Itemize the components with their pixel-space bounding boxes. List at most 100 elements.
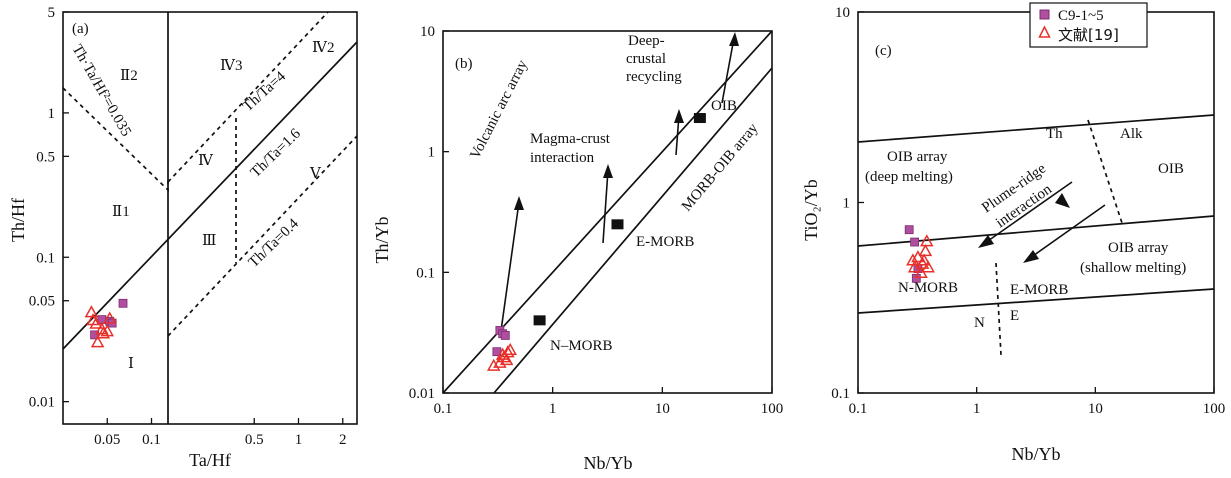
panel-a: (a) Ⅱ2 Ⅳ3 Ⅳ2 Ⅳ Ⅴ Ⅲ Ⅱ1 Ⅰ Th·Ta/Hf²=0.035 … xyxy=(8,5,358,470)
panel-c-n-e-divider xyxy=(995,262,1002,356)
sample-point xyxy=(911,273,921,283)
panel-c: (c) Th Alk OIB array (deep melting) Plum… xyxy=(801,2,1225,464)
panel-c-xlabel: Nb/Yb xyxy=(1012,444,1061,464)
panel-b-label: (b) xyxy=(455,56,473,72)
panel-a-line-th-ta-4 xyxy=(167,11,329,183)
panel-c-annot-e: E xyxy=(1010,308,1019,324)
panel-c-ylabel: TiO₂/Yb xyxy=(801,179,821,241)
panel-b-annot-n-morb: N–MORB xyxy=(550,338,613,354)
panel-c-arrow-plume-left xyxy=(984,181,1073,244)
y-tick-label: 1 xyxy=(48,106,56,122)
panel-a-region-II2: Ⅱ2 xyxy=(120,68,138,84)
panel-a-region-II1: Ⅱ1 xyxy=(112,204,130,220)
sample-point xyxy=(904,225,914,235)
y-tick-label: 0.1 xyxy=(831,386,850,402)
legend-sample-marker xyxy=(1039,9,1050,20)
literature-point xyxy=(89,316,103,329)
panel-a-line-thta-hf2 xyxy=(62,87,169,193)
legend-literature-label: 文献[19] xyxy=(1058,26,1119,44)
panel-c-th-alk-divider xyxy=(1087,119,1124,227)
panel-b-annot-interaction: interaction xyxy=(530,150,595,166)
panel-c-annot-shallow-melting: (shallow melting) xyxy=(1080,260,1186,276)
panel-a-region-IV3: Ⅳ3 xyxy=(220,58,243,74)
literature-point xyxy=(495,347,510,360)
panel-c-annot-th: Th xyxy=(1046,126,1063,142)
panel-c-annot-oib: OIB xyxy=(1158,161,1184,177)
x-tick-label: 0.1 xyxy=(142,432,161,448)
y-tick-label: 0.05 xyxy=(29,294,55,310)
literature-point xyxy=(918,243,933,257)
x-tick-label: 10 xyxy=(1088,401,1103,417)
literature-point xyxy=(100,324,115,337)
panel-b-arrow-magma-crust xyxy=(602,169,609,244)
literature-point xyxy=(102,311,117,324)
panel-c-arrowhead-shallow xyxy=(1023,250,1039,263)
reference-point-n-morb xyxy=(533,315,546,326)
panel-a-line-th-ta-0.4 xyxy=(167,135,358,337)
panel-c-annot-oib-array-shallow: OIB array xyxy=(1108,240,1169,256)
sample-point xyxy=(500,331,510,340)
panel-b-arrow-oib xyxy=(721,37,735,104)
panel-a-xlabel: Ta/Hf xyxy=(189,450,231,470)
reference-point-oib xyxy=(693,113,706,124)
panel-b-annot-crustal: crustal xyxy=(626,51,666,67)
panel-b-arrowhead-deep-crustal xyxy=(674,109,684,123)
y-tick-label: 0.5 xyxy=(36,149,55,165)
panel-b-reference-points xyxy=(533,113,706,326)
x-tick-label: 1 xyxy=(549,401,557,417)
x-tick-label: 10 xyxy=(655,401,670,417)
legend-sample-label: C9-1~5 xyxy=(1058,8,1104,24)
panel-c-shallow-lower-line xyxy=(857,288,1215,314)
panel-a-region-III: Ⅲ xyxy=(202,233,216,249)
literature-point xyxy=(499,352,514,366)
panel-a-label: (a) xyxy=(72,21,89,37)
panel-a-frame xyxy=(62,11,358,425)
panel-a-region-V: Ⅴ xyxy=(309,166,322,182)
x-tick-label: 100 xyxy=(1203,401,1226,417)
panel-b-annot-recycling: recycling xyxy=(626,69,682,85)
panel-a-ticks: 0.05 0.1 0.5 1 2 0.01 0.05 0.1 0.5 1 5 xyxy=(29,5,347,448)
panel-b-arrowhead-oib xyxy=(729,32,739,46)
legend: C9-1~5 文献[19] xyxy=(1029,2,1148,48)
panel-b-annot-volcanic-arc: Volcanic arc array xyxy=(467,57,531,162)
panel-a-label-thta1.6: Th/Ta=1.6 xyxy=(248,125,305,180)
panel-a-ylabel: Th/Hf xyxy=(8,198,28,242)
y-tick-label: 5 xyxy=(48,5,56,21)
panel-c-annot-alk: Alk xyxy=(1120,126,1143,142)
panel-b-arrow-volcanic-arc xyxy=(499,201,520,339)
panel-a-line-th-ta-1.6 xyxy=(62,41,358,350)
panel-c-points xyxy=(904,225,935,283)
panel-b-annot-deep: Deep- xyxy=(628,33,665,49)
panel-b-annot-e-morb: E-MORB xyxy=(636,234,694,250)
panel-b-arrowhead-volcanic-arc xyxy=(514,196,524,210)
x-tick-label: 0.1 xyxy=(849,401,868,417)
panel-a-region-IV: Ⅳ xyxy=(198,153,214,169)
panel-a-label-thta4: Th/Ta=4 xyxy=(240,68,289,115)
panel-c-annot-deep-melting: (deep melting) xyxy=(865,169,953,185)
literature-point xyxy=(917,253,931,266)
panel-a-points xyxy=(84,298,128,348)
panel-a-label-thta-hf2: Th·Ta/Hf²=0.035 xyxy=(69,42,134,139)
panel-a-region-I: Ⅰ xyxy=(128,356,134,372)
panel-c-annot-n: N xyxy=(974,315,985,331)
panel-c-annot-n-morb: N-MORB xyxy=(898,280,958,296)
panel-c-annot-e-morb: E-MORB xyxy=(1010,282,1068,298)
panel-b-annot-morb-oib-array: MORB-OIB array xyxy=(679,120,762,215)
panel-c-label: (c) xyxy=(875,43,892,59)
x-tick-label: 0.1 xyxy=(434,401,453,417)
x-tick-label: 0.5 xyxy=(245,432,264,448)
panel-b-array-lower xyxy=(493,67,773,394)
panel-c-ticks: 0.1 1 10 100 0.1 1 10 xyxy=(831,5,1225,417)
y-tick-label: 0.01 xyxy=(409,386,435,402)
literature-point xyxy=(907,260,922,273)
x-tick-label: 0.05 xyxy=(94,432,120,448)
panel-c-arrowhead-plume-right xyxy=(1055,193,1070,208)
literature-point xyxy=(503,342,517,356)
panel-b-annot-oib: OIB xyxy=(711,98,737,114)
y-tick-label: 0.1 xyxy=(416,265,435,281)
literature-point xyxy=(921,260,935,273)
legend-literature-marker xyxy=(1038,25,1051,38)
x-tick-label: 2 xyxy=(339,432,347,448)
literature-point xyxy=(920,234,934,247)
